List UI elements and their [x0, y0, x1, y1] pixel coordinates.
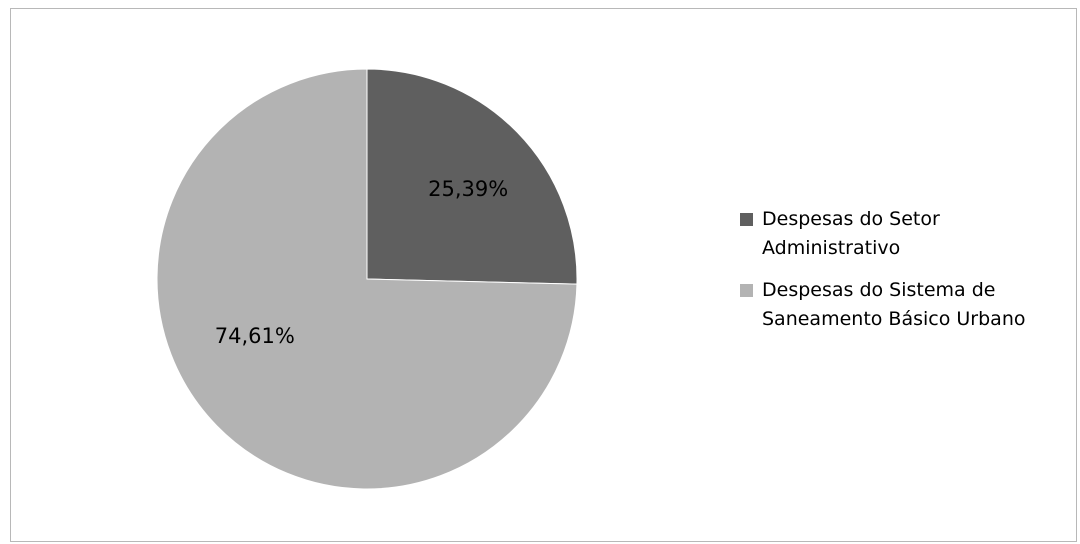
legend-item-setor-administrativo: Despesas do Setor Administrativo — [740, 205, 1070, 263]
legend: Despesas do Setor Administrativo Despesa… — [740, 205, 1070, 347]
legend-label-saneamento-basico: Despesas do Sistema de Saneamento Básico… — [762, 279, 1026, 330]
legend-swatch-setor-administrativo — [740, 213, 753, 226]
pie-slices — [156, 68, 578, 490]
legend-swatch-saneamento-basico — [740, 284, 753, 297]
legend-label-setor-administrativo: Despesas do Setor Administrativo — [762, 208, 940, 259]
data-label-setor-administrativo: 25,39% — [428, 177, 508, 201]
pie-slice-setor-administrativo — [366, 68, 578, 285]
pie-slice-saneamento-basico — [156, 68, 578, 490]
legend-item-saneamento-basico: Despesas do Sistema de Saneamento Básico… — [740, 276, 1070, 334]
pie-data-labels: 25,39% 74,61% — [215, 177, 508, 348]
data-label-saneamento-basico: 74,61% — [215, 324, 295, 348]
